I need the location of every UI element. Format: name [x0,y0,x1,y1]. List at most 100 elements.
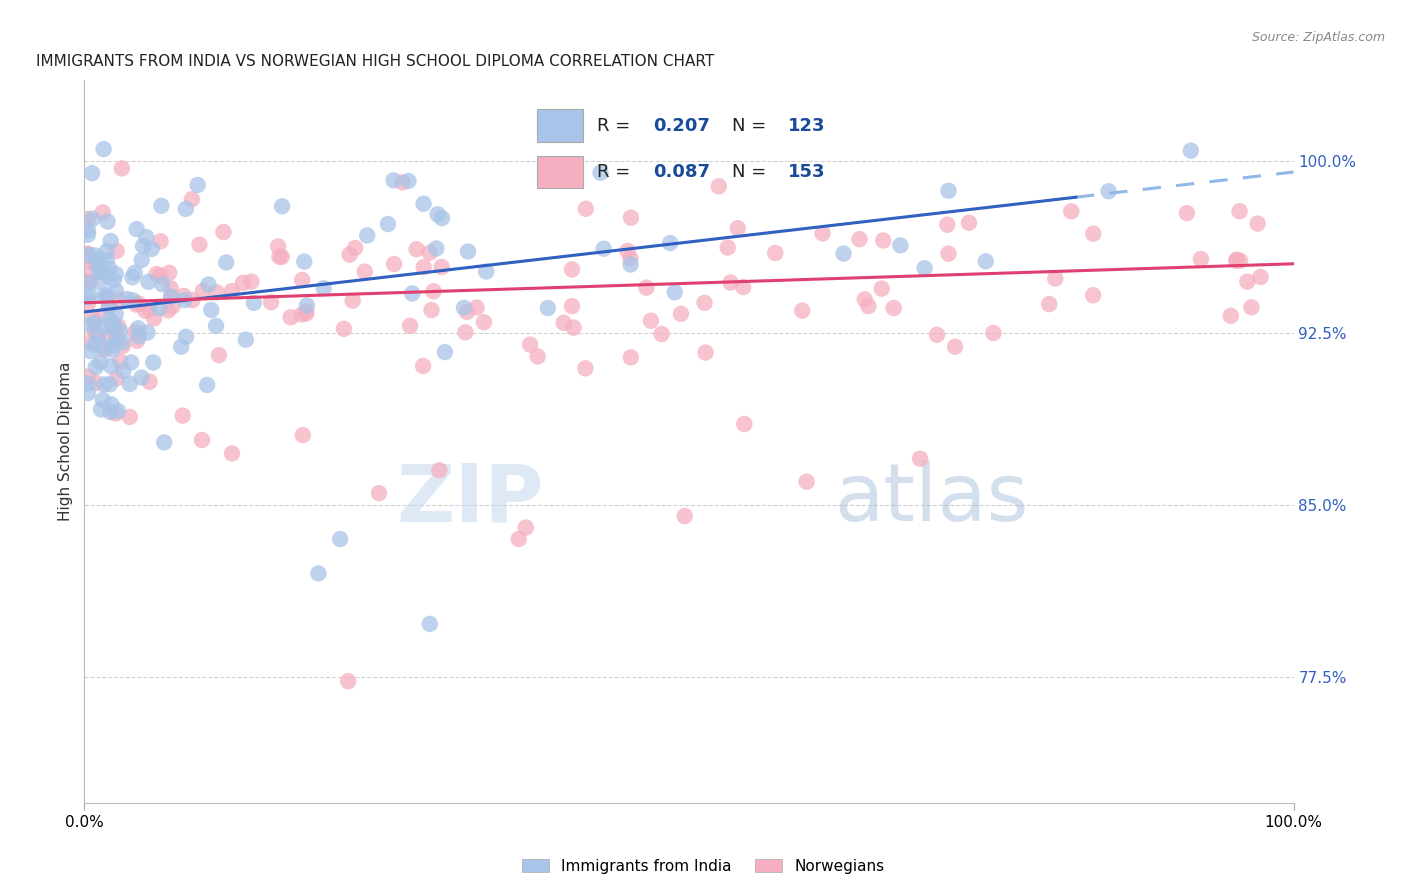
Point [150,199,173,213]
Point [111,339,134,353]
Point [811,227,834,241]
Point [93,377,115,392]
Point [422,285,444,299]
Point [111,161,134,176]
Point [1250,269,1272,284]
Point [136,326,159,340]
Point [86,328,108,343]
Point [792,303,814,318]
Point [1081,288,1104,302]
Point [82,211,104,226]
Point [889,238,911,252]
Point [97,299,120,313]
Point [651,326,673,341]
Point [80,166,103,180]
Point [925,327,948,342]
Point [1236,275,1258,289]
Point [131,252,153,267]
Text: R =: R = [596,163,636,181]
Point [103,318,125,332]
Point [96,288,118,302]
Point [267,239,290,253]
Point [425,242,447,256]
Point [858,299,880,313]
Point [640,314,662,328]
Point [89,263,111,277]
Point [235,333,257,347]
Point [91,392,114,407]
Point [619,258,641,272]
Point [208,348,231,362]
Point [172,409,194,423]
Point [112,364,135,378]
Point [153,435,176,450]
Point [872,234,894,248]
Point [77,211,100,226]
Point [105,244,128,258]
Point [280,310,302,325]
Point [1240,301,1263,315]
Point [128,296,150,310]
Point [141,242,163,256]
Point [561,299,583,313]
Point [475,264,498,278]
Point [79,335,101,350]
Point [382,173,405,187]
Point [83,324,105,338]
Point [77,296,100,310]
Point [717,241,740,255]
Point [733,280,755,294]
Point [270,250,292,264]
Point [936,218,959,232]
Point [84,376,107,390]
Point [143,311,166,326]
Point [160,281,183,295]
Point [105,333,128,347]
Point [669,307,692,321]
Point [832,246,855,260]
Point [98,405,121,419]
Point [174,330,197,344]
Point [100,359,122,373]
Point [160,290,183,304]
Point [77,369,100,384]
Point [295,299,318,313]
Point [180,192,202,206]
Point [128,329,150,343]
Point [89,276,111,290]
Point [420,303,443,318]
Point [132,239,155,253]
Point [292,254,315,268]
Point [526,350,548,364]
Point [693,296,716,310]
Point [135,230,157,244]
Point [77,248,100,262]
Point [91,319,114,334]
Point [79,344,101,359]
Point [138,302,160,317]
Point [124,266,146,280]
Point [84,248,107,262]
Point [344,241,367,255]
Point [77,274,100,288]
Point [456,305,478,319]
Point [659,235,682,250]
Point [295,304,318,318]
Point [127,321,149,335]
Point [98,377,121,392]
Point [339,247,361,261]
Point [430,260,453,274]
Point [430,211,453,225]
Point [86,258,108,272]
Point [79,289,101,303]
Text: R =: R = [596,117,636,135]
Point [124,325,146,339]
Point [188,237,211,252]
Point [974,254,997,268]
Point [426,207,449,221]
Point [98,261,121,276]
Point [108,293,131,307]
Point [90,402,112,417]
Point [93,340,115,354]
Point [269,250,291,264]
